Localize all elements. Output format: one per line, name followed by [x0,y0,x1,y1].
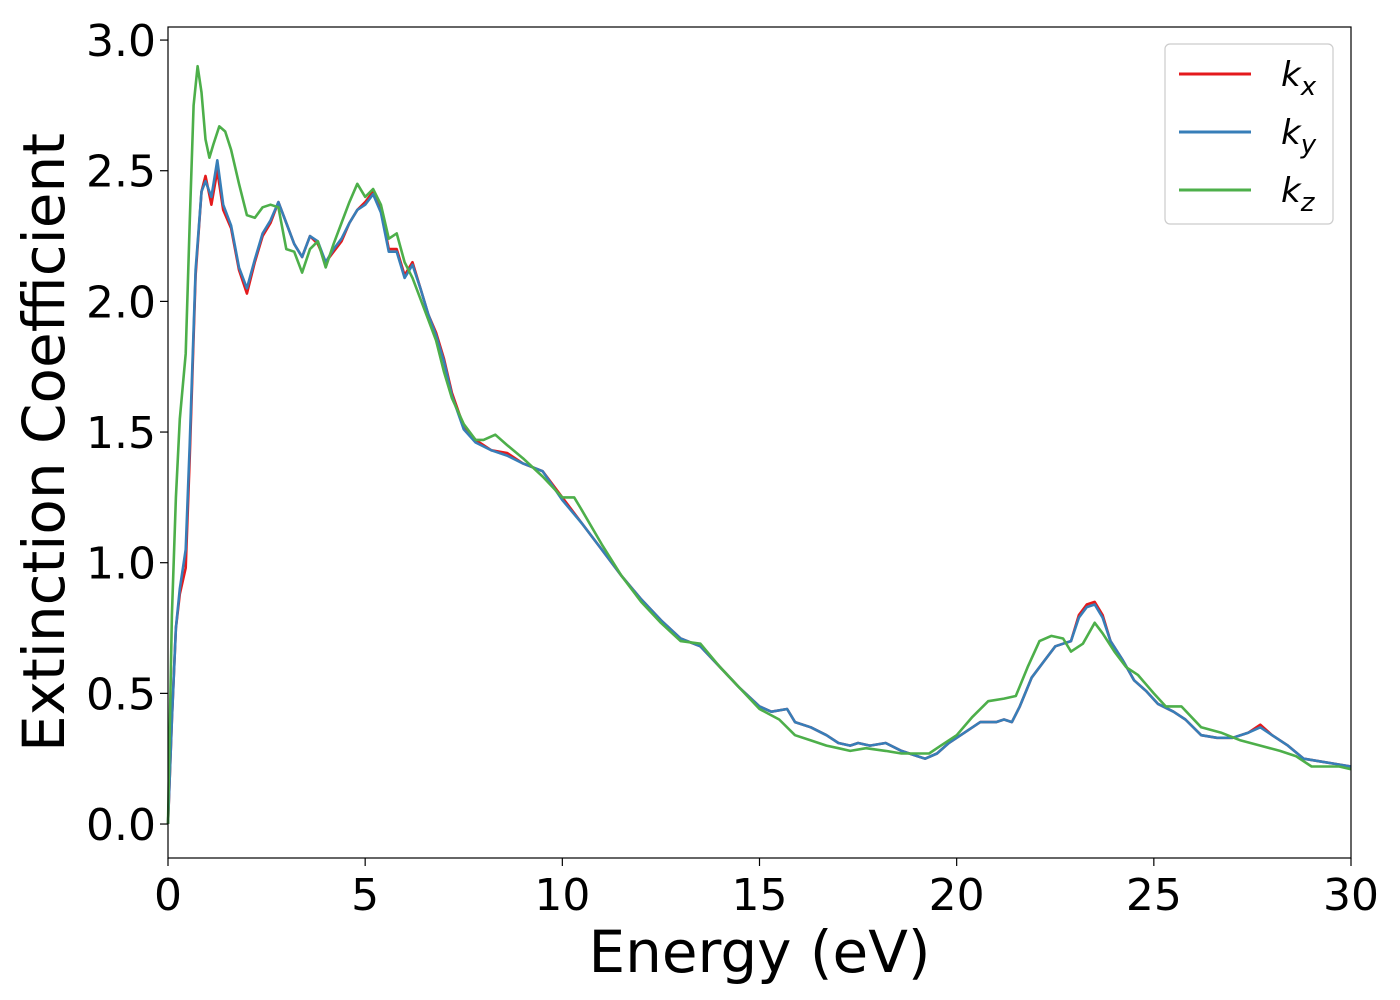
series-line-z [166,64,1352,825]
legend: kx ky kz [1164,43,1334,225]
y-tick-label: 1.0 [86,539,156,590]
y-tick-label: 0.0 [86,800,156,851]
legend-label-y: ky [1281,113,1317,160]
x-tick-label: 25 [1126,870,1182,921]
series-line-x [166,169,1352,825]
x-tick-label: 30 [1323,870,1379,921]
x-axis: 0 5 10 15 20 25 30 [154,858,1379,921]
y-tick-label: 1.5 [86,408,156,459]
x-tick-label: 10 [534,870,590,921]
y-tick-label: 0.5 [86,669,156,720]
x-axis-title: Energy (eV) [588,918,930,986]
x-tick-label: 5 [351,870,379,921]
series-line-y [166,159,1352,825]
x-tick-label: 20 [929,870,985,921]
y-tick-label: 3.0 [86,16,156,67]
x-tick-label: 0 [154,870,182,921]
legend-label-x: kx [1281,55,1317,102]
legend-box [1164,43,1334,225]
legend-label-z: kz [1281,171,1316,218]
y-tick-label: 2.0 [86,277,156,328]
x-tick-label: 15 [732,870,788,921]
y-axis: 0.0 0.5 1.0 1.5 2.0 2.5 3.0 [86,16,168,851]
series-layer [166,64,1352,825]
y-tick-label: 2.5 [86,147,156,198]
y-axis-title: Extinction Coefficient [10,133,78,752]
